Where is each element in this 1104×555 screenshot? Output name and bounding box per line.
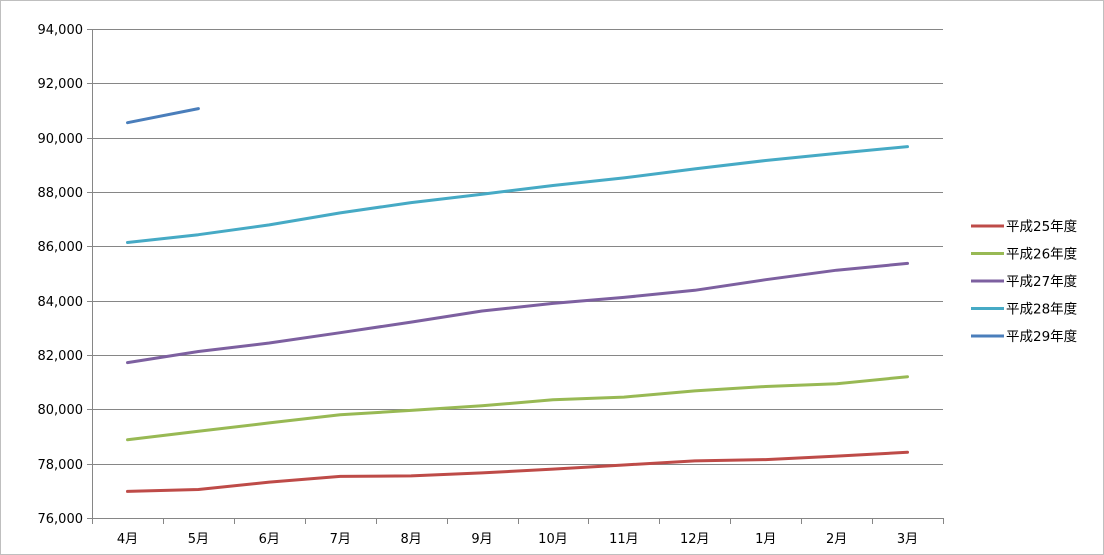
- x-tick-label: 5月: [188, 532, 209, 547]
- x-tick-label: 7月: [330, 532, 351, 547]
- y-tick-label: 84,000: [38, 295, 84, 310]
- x-tick-label: 10月: [538, 532, 568, 547]
- legend-label: 平成27年度: [1006, 274, 1077, 290]
- x-tick-label: 2月: [826, 532, 847, 547]
- y-tick-label: 78,000: [38, 458, 84, 473]
- series-line: [126, 375, 909, 442]
- series-line: [126, 107, 200, 125]
- legend-label: 平成26年度: [1006, 247, 1077, 263]
- series-line: [126, 145, 909, 244]
- x-tick-label: 8月: [400, 532, 421, 547]
- y-tick-label: 86,000: [38, 240, 84, 255]
- series-lines: [126, 107, 909, 493]
- y-tick-label: 92,000: [38, 77, 84, 92]
- y-tick-label: 82,000: [38, 349, 84, 364]
- x-tick-label: 12月: [680, 532, 710, 547]
- x-tick-label: 3月: [897, 532, 918, 547]
- series-line: [126, 450, 909, 493]
- gridlines: [92, 29, 943, 519]
- x-tick-label: 6月: [259, 532, 280, 547]
- x-tick-label: 9月: [471, 532, 492, 547]
- x-tick-label: 4月: [117, 532, 138, 547]
- axes: 76,000 78,000 80,000 82,000 84,000 86,000 88,0…: [38, 23, 944, 547]
- legend-label: 平成29年度: [1006, 329, 1077, 345]
- x-tick-label: 11月: [609, 532, 639, 547]
- y-tick-label: 94,000: [38, 23, 84, 38]
- y-tick-label: 76,000: [38, 512, 84, 527]
- legend-label: 平成28年度: [1006, 302, 1077, 318]
- y-tick-label: 88,000: [38, 186, 84, 201]
- y-tick-label: 80,000: [38, 403, 84, 418]
- series-line: [126, 261, 909, 365]
- y-tick-label: 90,000: [38, 132, 84, 147]
- x-tick-label: 1月: [755, 532, 776, 547]
- legend-label: 平成25年度: [1006, 219, 1077, 235]
